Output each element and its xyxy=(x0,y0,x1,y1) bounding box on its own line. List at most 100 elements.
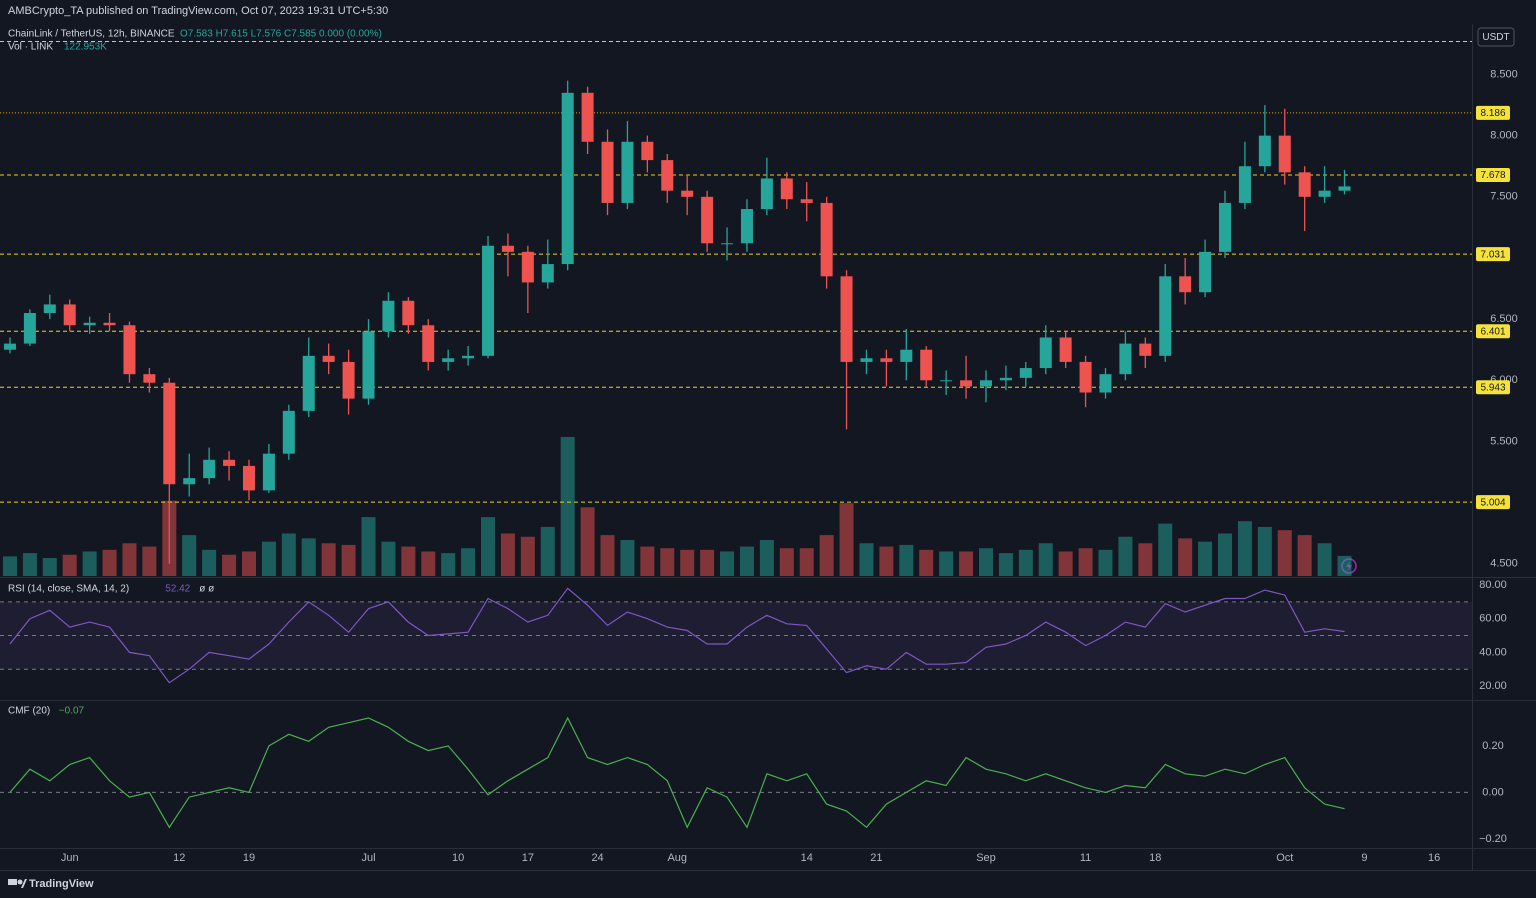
indicator-title: RSI (14, close, SMA, 14, 2) xyxy=(8,584,129,595)
candle-body xyxy=(1179,276,1192,293)
candle-body xyxy=(800,199,813,203)
y-tick-label: 8.500 xyxy=(1490,68,1518,80)
candle-body xyxy=(940,380,953,382)
y-tick-label: 5.500 xyxy=(1490,435,1518,447)
candle-body xyxy=(362,331,375,399)
volume-bar xyxy=(421,551,436,576)
volume-bar xyxy=(102,549,117,576)
volume-bar xyxy=(560,436,575,576)
candle-body xyxy=(641,141,654,161)
volume-bar xyxy=(341,544,356,576)
volume-bar xyxy=(1018,549,1033,576)
volume-name: Vol · LINK xyxy=(8,42,53,53)
volume-value: 122.953K xyxy=(64,42,107,53)
y-tick-label: −0.20 xyxy=(1479,833,1507,845)
publisher: AMBCrypto_TA published on TradingView.co… xyxy=(8,5,388,17)
x-tick-label: 12 xyxy=(173,852,185,864)
candle-body xyxy=(242,465,255,491)
volume-bar xyxy=(1277,530,1292,576)
candle-body xyxy=(581,92,594,142)
volume-bar xyxy=(739,546,754,576)
volume-bar xyxy=(1198,541,1213,576)
level-tag-label: 5.943 xyxy=(1480,382,1505,393)
candle-body xyxy=(1318,190,1331,197)
volume-bar xyxy=(1158,523,1173,576)
candle-body xyxy=(1079,361,1092,393)
candle-body xyxy=(1139,343,1152,356)
volume-bar xyxy=(680,549,695,576)
x-tick-label: Jun xyxy=(61,852,79,864)
footer-brand: TradingView xyxy=(29,878,94,890)
candle-body xyxy=(442,358,455,362)
candle-body xyxy=(1199,251,1212,293)
y-tick-label: 0.20 xyxy=(1482,740,1503,752)
volume-bar xyxy=(281,533,296,576)
candle-body xyxy=(1039,337,1052,369)
candle-body xyxy=(1159,276,1172,356)
volume-bar xyxy=(182,535,197,576)
y-tick-label: 80.00 xyxy=(1479,579,1507,591)
candle-body xyxy=(422,325,435,362)
volume-bar xyxy=(381,541,396,576)
volume-bar xyxy=(1038,543,1053,576)
candle-body xyxy=(1019,368,1032,378)
volume-bar xyxy=(82,551,97,576)
candle-body xyxy=(482,245,495,356)
candle-body xyxy=(860,358,873,362)
volume-bar xyxy=(879,546,894,576)
volume-bar xyxy=(1058,551,1073,576)
volume-bar xyxy=(2,556,17,576)
volume-bar xyxy=(1337,555,1352,576)
candle-body xyxy=(880,358,893,362)
volume-bar xyxy=(700,549,715,576)
x-tick-label: 21 xyxy=(870,852,882,864)
x-tick-label: 19 xyxy=(243,852,255,864)
candle-body xyxy=(760,178,773,210)
y-tick-label: 4.500 xyxy=(1490,558,1518,570)
volume-bar xyxy=(361,517,376,576)
volume-bar xyxy=(1317,543,1332,576)
volume-bar xyxy=(998,553,1013,576)
x-tick-label: 24 xyxy=(591,852,603,864)
candle-body xyxy=(920,349,933,381)
volume-bar xyxy=(1138,543,1153,576)
volume-bar xyxy=(859,543,874,576)
volume-bar xyxy=(919,549,934,576)
candle-body xyxy=(900,349,913,362)
candle-body xyxy=(3,343,16,350)
level-tag xyxy=(1476,324,1510,339)
candle-body xyxy=(103,322,116,326)
level-tag xyxy=(1476,247,1510,262)
indicator-title: CMF (20) xyxy=(8,706,50,717)
candle-body xyxy=(1278,135,1291,173)
volume-bar xyxy=(939,551,954,576)
volume-bar xyxy=(1118,536,1133,576)
volume-bar xyxy=(899,544,914,576)
volume-bar xyxy=(660,548,675,576)
candle-body xyxy=(1219,202,1232,252)
volume-bar xyxy=(1078,548,1093,576)
volume-bar xyxy=(461,548,476,576)
candle-body xyxy=(43,304,56,314)
tradingview-logo xyxy=(8,879,27,888)
indicator-suffix: ø ø xyxy=(199,584,214,595)
candle-body xyxy=(23,313,36,344)
candle-body xyxy=(1298,172,1311,197)
volume-bar xyxy=(22,553,37,576)
candle-body xyxy=(402,300,415,326)
volume-bar xyxy=(600,535,615,576)
candle-body xyxy=(163,382,176,485)
candle-body xyxy=(183,478,196,485)
candle-body xyxy=(979,380,992,387)
volume-bar xyxy=(202,549,217,576)
volume-bar xyxy=(759,540,774,576)
volume-bar xyxy=(122,543,137,576)
volume-bar xyxy=(1178,538,1193,576)
indicator-line xyxy=(9,587,1345,684)
candle-body xyxy=(561,92,574,265)
y-tick-label: 7.500 xyxy=(1490,191,1518,203)
candle-body xyxy=(282,410,295,454)
